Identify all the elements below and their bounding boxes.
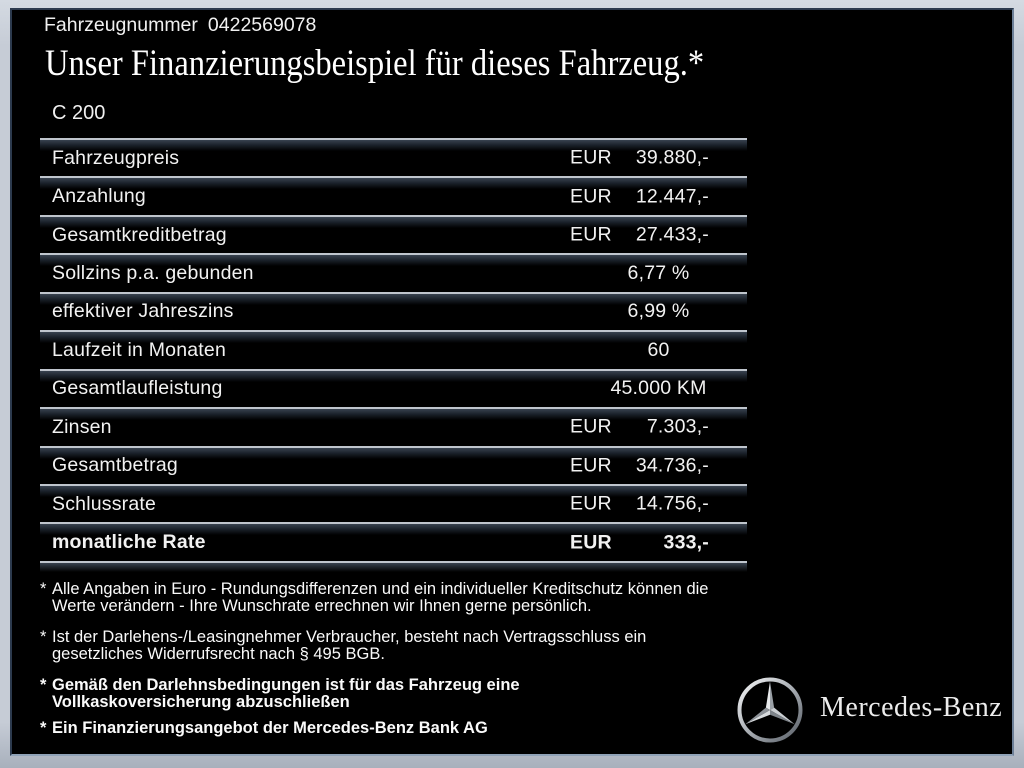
- row-label: Schlussrate: [52, 492, 157, 515]
- finance-row: Schlussrate EUR 14.756,-: [40, 483, 747, 523]
- row-label: effektiver Jahreszins: [52, 300, 234, 323]
- finance-row: Gesamtbetrag EUR 34.736,-: [40, 445, 747, 484]
- footnote: * Ein Finanzierungsangebot der Mercedes-…: [40, 719, 780, 738]
- currency-label: EUR: [570, 492, 612, 515]
- row-label: Gesamtlaufleistung: [52, 377, 223, 400]
- row-label: Sollzins p.a. gebunden: [52, 262, 254, 285]
- currency-label: EUR: [570, 146, 612, 169]
- currency-label: EUR: [570, 415, 612, 438]
- row-value: 34.736,-: [635, 454, 709, 477]
- currency-label: EUR: [570, 223, 612, 246]
- row-value: 45.000 KM: [610, 377, 707, 400]
- row-value: 39.880,-: [635, 146, 709, 169]
- brand-name: Mercedes-Benz: [820, 692, 1003, 723]
- footnote: * Ist der Darlehens-/Leasingnehmer Verbr…: [40, 627, 780, 664]
- finance-row: Zinsen EUR 7.303,-: [40, 407, 747, 446]
- model-name: C 200: [52, 102, 106, 124]
- row-value: 6,77 %: [627, 262, 690, 285]
- footnote: * Gemäß den Darlehnsbedingungen ist für …: [40, 675, 780, 712]
- footnote-text: Ist der Darlehens-/Leasingnehmer Verbrau…: [52, 627, 647, 664]
- footnote-marker: *: [40, 580, 47, 598]
- row-value: 60: [647, 338, 670, 361]
- row-label: Gesamtkreditbetrag: [52, 223, 227, 246]
- row-label: Anzahlung: [52, 185, 146, 208]
- footnote: * Alle Angaben in Euro - Rundungsdiffere…: [40, 580, 780, 616]
- row-value: 12.447,-: [635, 185, 709, 208]
- currency-label: EUR: [570, 454, 612, 477]
- row-label: Zinsen: [52, 415, 112, 438]
- finance-row: Anzahlung EUR 12.447,-: [40, 176, 747, 215]
- footnote-marker: *: [40, 675, 47, 694]
- currency-label: EUR: [570, 531, 612, 554]
- mercedes-star-icon: [737, 677, 803, 743]
- finance-sheet: Fahrzeugnummer 0422569078 Unser Finanzier…: [10, 8, 1014, 756]
- row-label: Fahrzeugpreis: [52, 146, 180, 169]
- row-label: Gesamtbetrag: [52, 454, 178, 477]
- footnote-text: Ein Finanzierungsangebot der Mercedes-Be…: [52, 719, 488, 738]
- row-value: 7.303,-: [646, 415, 709, 438]
- footnote-marker: *: [40, 627, 47, 646]
- row-label: monatliche Rate: [52, 531, 206, 554]
- footnote-text: Alle Angaben in Euro - Rundungsdifferenz…: [52, 580, 709, 616]
- vehicle-number-value: 0422569078: [207, 14, 317, 36]
- footnote-text: Gemäß den Darlehnsbedingungen ist für da…: [52, 675, 520, 712]
- currency-label: EUR: [570, 185, 612, 208]
- vehicle-number: Fahrzeugnummer 0422569078: [44, 13, 316, 37]
- finance-table: Fahrzeugpreis EUR 39.880,- Anzahlung EUR 1…: [40, 138, 747, 573]
- finance-row: Gesamtkreditbetrag EUR 27.433,-: [40, 214, 747, 254]
- row-value: 27.433,-: [635, 223, 709, 246]
- row-value: 14.756,-: [635, 492, 709, 515]
- finance-row: Sollzins p.a. gebunden 6,77 %: [40, 253, 747, 292]
- brand-area: Mercedes-Benz: [725, 673, 1015, 749]
- footnotes: * Alle Angaben in Euro - Rundungsdiffere…: [40, 580, 780, 751]
- row-label: Laufzeit in Monaten: [52, 338, 226, 361]
- footnote-marker: *: [40, 719, 47, 738]
- finance-row: Fahrzeugpreis EUR 39.880,-: [40, 138, 747, 177]
- vehicle-number-label: Fahrzeugnummer: [44, 14, 198, 36]
- page-title: Unser Finanzierungsbeispiel für dieses F…: [45, 43, 705, 84]
- finance-row: Gesamtlaufleistung 45.000 KM: [40, 368, 747, 408]
- row-value: 6,99 %: [627, 300, 690, 323]
- finance-row: Laufzeit in Monaten 60: [40, 330, 747, 369]
- row-value: 333,-: [663, 531, 709, 554]
- finance-row-monthly-rate: monatliche Rate EUR 333,-: [40, 522, 747, 561]
- finance-row: effektiver Jahreszins 6,99 %: [40, 291, 747, 331]
